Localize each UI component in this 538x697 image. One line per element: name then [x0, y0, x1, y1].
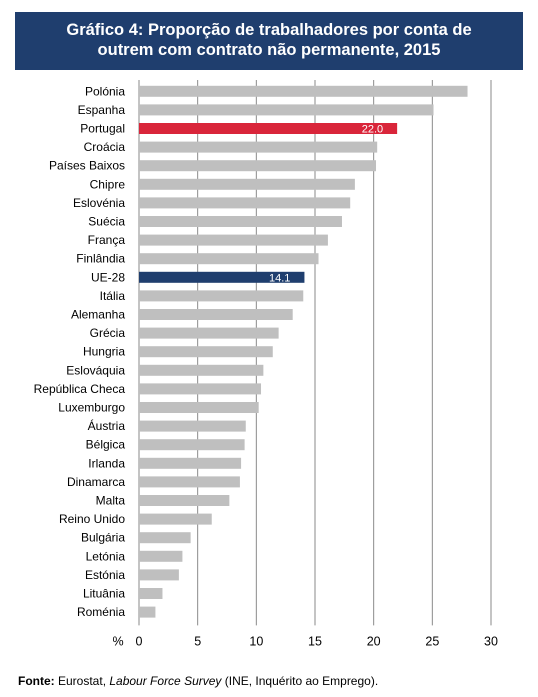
bar	[139, 234, 328, 246]
bars: 22.0 14.1	[139, 85, 468, 618]
x-tick-label: 0	[136, 634, 143, 648]
x-tick-label: 25	[425, 634, 439, 648]
category-label: Espanha	[78, 103, 126, 117]
x-axis-ticks: 0 5 10 15 20 25 30%	[112, 634, 498, 648]
chart-title-line2: outrem com contrato não permanente, 2015	[97, 41, 441, 59]
bar	[139, 197, 351, 209]
chart-title-line1: Gráfico 4: Proporção de trabalhadores po…	[66, 21, 472, 39]
bar	[139, 513, 212, 525]
x-tick-label: 30	[484, 634, 498, 648]
bar	[139, 532, 191, 544]
category-label: Polónia	[85, 84, 125, 98]
category-label: Grécia	[90, 326, 126, 340]
source-label: Fonte:	[18, 674, 55, 688]
bar	[139, 160, 377, 172]
bar	[139, 383, 262, 395]
category-label: Irlanda	[88, 456, 125, 470]
category-label: Eslovénia	[73, 196, 125, 210]
x-tick-label: 5	[194, 634, 201, 648]
category-label: Reino Unido	[59, 512, 125, 526]
category-label: UE-28	[91, 270, 125, 284]
bar	[139, 178, 355, 190]
bar-chart: 22.0 14.1 Polónia Espanha Portugal Croácia Pa…	[34, 80, 498, 648]
category-label: Itália	[100, 289, 126, 303]
bar	[139, 364, 264, 376]
bar	[139, 290, 304, 302]
category-label: Luxemburgo	[58, 401, 125, 415]
bar	[139, 420, 246, 432]
category-label: Roménia	[77, 605, 125, 619]
bar	[139, 550, 183, 562]
category-label: Chipre	[90, 177, 126, 191]
data-label: 22.0	[362, 124, 383, 136]
x-tick-label: 15	[308, 634, 322, 648]
source-survey-name: Labour Force Survey	[109, 674, 222, 688]
source-text-2: (INE, Inquérito ao Emprego).	[221, 674, 379, 688]
category-label: Países Baixos	[49, 159, 125, 173]
category-label: Dinamarca	[67, 475, 125, 489]
bar	[139, 606, 156, 618]
bar	[139, 271, 305, 283]
category-label: Hungria	[83, 345, 125, 359]
bar	[139, 495, 230, 506]
bar	[139, 588, 163, 599]
bar	[139, 346, 273, 358]
x-axis-unit: %	[112, 634, 123, 648]
bar	[139, 104, 434, 116]
category-label: Croácia	[84, 140, 126, 154]
bar	[139, 327, 279, 339]
x-tick-label: 10	[249, 634, 263, 648]
category-label: França	[88, 233, 126, 247]
category-label: Áustria	[88, 418, 126, 433]
bar	[139, 402, 259, 413]
category-label: Lituânia	[83, 587, 125, 601]
category-label: Bélgica	[86, 438, 126, 452]
data-label: 14.1	[269, 272, 290, 284]
category-label: Malta	[96, 494, 126, 508]
bar	[139, 216, 342, 227]
bar	[139, 253, 319, 265]
category-label: Alemanha	[71, 308, 125, 322]
category-label: Estónia	[85, 568, 125, 582]
bar	[139, 309, 293, 320]
bar	[139, 476, 240, 488]
category-label: Letónia	[86, 549, 126, 563]
category-label: Portugal	[80, 122, 125, 136]
category-label: Eslováquia	[66, 363, 125, 377]
category-labels: Polónia Espanha Portugal Croácia Países Baix…	[34, 84, 126, 619]
bar	[139, 439, 245, 451]
bar	[139, 569, 179, 581]
chart-title-box: Gráfico 4: Proporção de trabalhadores po…	[15, 12, 523, 70]
source-note: Fonte: Eurostat, Labour Force Survey (IN…	[18, 674, 378, 688]
category-label: Finlândia	[76, 252, 125, 266]
x-tick-label: 20	[367, 634, 381, 648]
category-label: República Checa	[34, 382, 126, 396]
source-text-1: Eurostat,	[58, 674, 110, 688]
bar	[139, 85, 468, 97]
bar	[139, 123, 398, 134]
bar	[139, 141, 378, 153]
category-label: Suécia	[88, 215, 125, 229]
category-label: Bulgária	[81, 531, 125, 545]
bar	[139, 457, 242, 469]
